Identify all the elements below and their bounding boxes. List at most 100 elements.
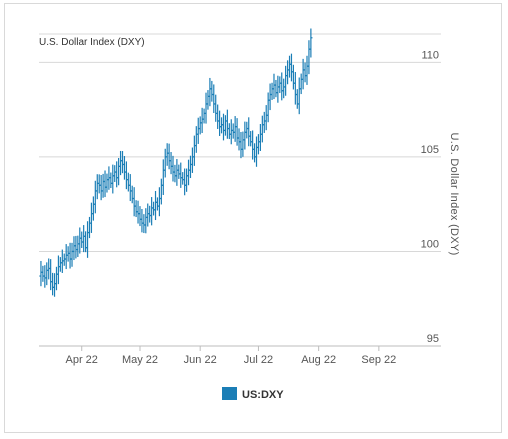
ohlc-bar xyxy=(161,159,165,195)
ohlc-bar xyxy=(216,104,220,129)
legend-swatch xyxy=(222,387,237,400)
ohlc-bar xyxy=(225,109,229,139)
ohlc-bar xyxy=(237,128,241,151)
ohlc-bar xyxy=(272,73,276,100)
ohlc-bar xyxy=(196,117,200,144)
ohlc-bar xyxy=(89,202,94,233)
ohlc-bar xyxy=(200,107,204,134)
ohlc-bars xyxy=(39,28,313,297)
ohlc-bar xyxy=(138,206,142,227)
ohlc-bar xyxy=(284,65,288,96)
ohlc-bar xyxy=(72,236,76,261)
ohlc-bar xyxy=(223,115,228,136)
chart-panel: U.S. Dollar Index (DXY) 95 100 105 110 Apr … xyxy=(4,3,502,433)
ohlc-bar xyxy=(87,216,92,239)
ohlc-bar xyxy=(113,165,117,182)
ohlc-bar xyxy=(99,175,103,201)
legend-label: US:DXY xyxy=(242,389,284,401)
ohlc-bar xyxy=(80,231,84,249)
legend[interactable]: US:DXY xyxy=(222,387,284,401)
ohlc-bar xyxy=(78,227,82,254)
y-axis-label: U.S. Dollar Index (DXY) xyxy=(448,132,460,255)
ohlc-bar xyxy=(235,118,239,146)
ohlc-bar xyxy=(93,180,97,214)
ohlc-bar xyxy=(218,110,222,136)
ohlc-bar xyxy=(122,156,127,180)
ohlc-bar xyxy=(109,172,113,189)
ohlc-bar xyxy=(58,257,62,272)
ohlc-bar xyxy=(169,152,173,175)
ohlc-bar xyxy=(52,273,57,297)
ohlc-bar xyxy=(128,174,132,202)
ohlc-bar xyxy=(268,83,272,111)
ohlc-bar xyxy=(183,168,187,196)
ohlc-bar xyxy=(115,161,119,188)
ohlc-bar xyxy=(247,117,251,147)
ohlc-bar xyxy=(241,131,245,157)
ohlc-bar xyxy=(177,164,181,179)
ohlc-bar xyxy=(41,265,45,282)
ohlc-bar xyxy=(45,262,49,286)
ohlc-bar xyxy=(95,174,99,200)
x-tick-labels: Apr 22 May 22 Jun 22 Jul 22 Aug 22 Sep 22 xyxy=(66,346,396,366)
ohlc-bar xyxy=(227,123,231,140)
ohlc-bar xyxy=(262,111,266,133)
ohlc-bar xyxy=(251,130,255,160)
ohlc-bar xyxy=(190,147,195,173)
dxy-chart: U.S. Dollar Index (DXY) 95 100 105 110 Apr … xyxy=(39,28,460,401)
ohlc-bar xyxy=(179,162,183,188)
y-tick-label: 95 xyxy=(427,333,439,345)
ohlc-bar xyxy=(134,200,138,218)
x-tick-label: Jul 22 xyxy=(244,354,273,366)
ohlc-bar xyxy=(101,173,105,198)
ohlc-bar xyxy=(239,131,243,159)
ohlc-bar xyxy=(146,203,150,227)
ohlc-bar xyxy=(289,53,294,82)
ohlc-bar xyxy=(202,108,206,124)
ohlc-bar xyxy=(252,143,257,163)
ohlc-bar xyxy=(49,259,53,291)
ohlc-bar xyxy=(229,119,233,145)
ohlc-bar xyxy=(256,134,261,155)
y-tick-label: 110 xyxy=(421,49,439,61)
ohlc-bar xyxy=(249,131,253,147)
ohlc-bar xyxy=(254,136,259,167)
ohlc-bar xyxy=(91,196,95,221)
grid-lines xyxy=(39,33,441,347)
ohlc-bar xyxy=(245,121,249,139)
ohlc-bar xyxy=(266,92,270,123)
ohlc-bar xyxy=(62,253,66,266)
x-tick-label: Apr 22 xyxy=(66,354,98,366)
ohlc-bar xyxy=(243,121,247,150)
ohlc-bar xyxy=(151,201,156,216)
ohlc-bar xyxy=(276,75,280,103)
ohlc-bar xyxy=(303,62,307,83)
ohlc-bar xyxy=(309,28,313,58)
ohlc-bar xyxy=(297,77,301,115)
x-tick-label: May 22 xyxy=(122,354,158,366)
ohlc-bar xyxy=(84,231,88,253)
ohlc-bar xyxy=(231,123,235,139)
ohlc-bar xyxy=(264,105,268,131)
ohlc-bar xyxy=(282,78,286,99)
ohlc-bar xyxy=(181,172,185,185)
ohlc-bar xyxy=(188,155,193,179)
ohlc-bar xyxy=(43,265,47,288)
ohlc-bar xyxy=(136,200,140,224)
ohlc-bar xyxy=(214,94,218,122)
y-tick-label: 100 xyxy=(421,238,439,250)
ohlc-bar xyxy=(307,40,311,75)
ohlc-bar xyxy=(120,151,125,174)
ohlc-bar xyxy=(274,79,278,98)
ohlc-bar xyxy=(299,73,303,95)
ohlc-bar xyxy=(278,76,282,94)
ohlc-bar xyxy=(74,235,78,259)
ohlc-bar xyxy=(142,214,146,234)
ohlc-bar xyxy=(280,72,284,101)
ohlc-bar xyxy=(206,90,210,110)
ohlc-bar xyxy=(260,115,264,143)
ohlc-bar xyxy=(50,272,55,296)
ohlc-bar xyxy=(159,178,163,205)
ohlc-bar xyxy=(76,235,80,257)
ohlc-bar xyxy=(204,92,208,124)
